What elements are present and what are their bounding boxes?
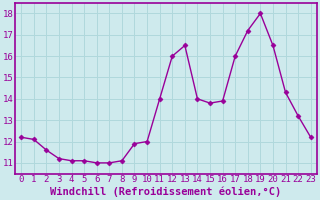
X-axis label: Windchill (Refroidissement éolien,°C): Windchill (Refroidissement éolien,°C): [50, 187, 282, 197]
